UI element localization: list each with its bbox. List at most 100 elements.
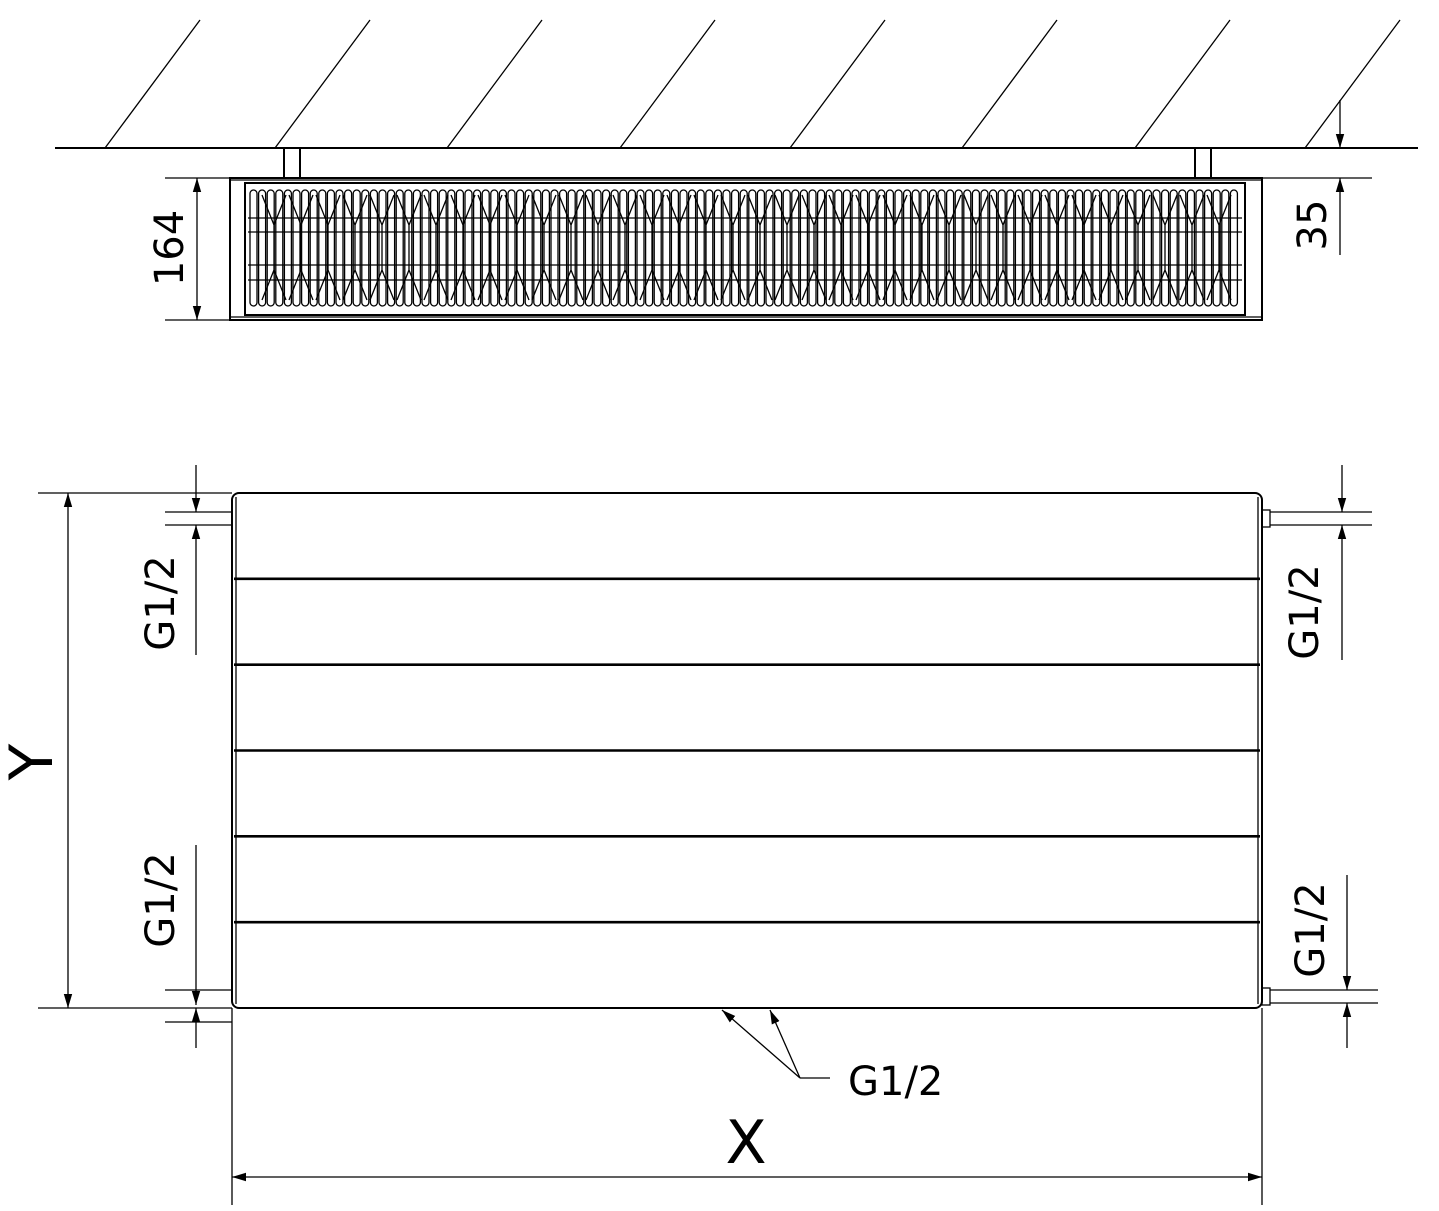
fin — [1092, 189, 1101, 307]
fin — [1160, 189, 1170, 307]
left-top-connection-label: G1/2 — [138, 555, 184, 650]
radiator-front-view — [231, 492, 1271, 1009]
fin — [980, 189, 989, 307]
fin — [945, 189, 955, 307]
fin — [1006, 189, 1015, 307]
fin-cross — [369, 194, 395, 301]
fin — [894, 189, 903, 307]
fin-cross — [828, 194, 854, 301]
fin — [963, 189, 972, 307]
wall — [55, 19, 1418, 149]
fin-cross — [936, 194, 962, 301]
fin — [533, 189, 542, 307]
fin — [386, 189, 396, 307]
fin-cross — [477, 194, 503, 301]
fin — [472, 189, 482, 307]
fin-cross — [855, 194, 881, 301]
fin-cross — [315, 194, 341, 301]
fin — [421, 189, 430, 307]
fin — [619, 189, 628, 307]
hatch-line — [104, 19, 201, 149]
radiator-top-view — [229, 177, 1263, 321]
fin — [988, 189, 998, 307]
fin — [920, 189, 929, 307]
left-bottom-connection-label: G1/2 — [138, 852, 184, 947]
fin — [1074, 189, 1084, 307]
fin-cross — [693, 194, 719, 301]
right-bottom-connection-label: G1/2 — [1288, 882, 1334, 977]
fin — [756, 189, 766, 307]
fin — [696, 189, 705, 307]
fin — [318, 189, 327, 307]
fin — [1023, 189, 1032, 307]
fin — [361, 189, 370, 307]
depth-label: 164 — [147, 210, 193, 286]
fin — [352, 189, 361, 307]
wall-brackets — [283, 147, 1212, 179]
fin — [610, 189, 619, 307]
convector-fins — [249, 189, 1239, 307]
fin — [1143, 189, 1153, 307]
hatch-line — [961, 19, 1058, 149]
fin — [739, 189, 748, 307]
fin-cross — [747, 194, 773, 301]
fin-cross — [774, 194, 800, 301]
fin-cross — [1071, 194, 1097, 301]
fin — [481, 189, 490, 307]
fin — [902, 189, 912, 307]
fin — [275, 189, 284, 307]
fin — [765, 189, 774, 307]
fin — [524, 189, 533, 307]
fin — [584, 189, 594, 307]
fin — [816, 189, 826, 307]
left-bottom-connection-dimension: G1/2 — [138, 845, 232, 1048]
fin — [309, 189, 318, 307]
fin — [1040, 189, 1049, 307]
fin — [335, 189, 344, 307]
fin — [1066, 189, 1075, 307]
fin — [971, 189, 981, 307]
fin-cross — [585, 194, 611, 301]
width-label: X — [725, 1108, 766, 1178]
wall-offset-label: 35 — [1290, 200, 1336, 251]
fin — [412, 189, 422, 307]
fin — [713, 189, 723, 307]
fin-cross — [288, 194, 314, 301]
fin-cross — [801, 194, 827, 301]
fin — [748, 189, 757, 307]
fin — [653, 189, 662, 307]
fin-cross — [504, 194, 530, 301]
fin — [1135, 189, 1144, 307]
fin — [834, 189, 843, 307]
fin — [1083, 189, 1092, 307]
right-top-connection-dimension: G1/2 — [1270, 465, 1372, 660]
fin — [1100, 189, 1110, 307]
fin-cross — [1098, 194, 1124, 301]
fin — [567, 189, 576, 307]
fin — [541, 189, 551, 307]
fin-cross — [720, 194, 746, 301]
fin — [447, 189, 456, 307]
fin — [438, 189, 447, 307]
fin — [791, 189, 800, 307]
fin-cross — [423, 194, 449, 301]
right-bottom-connection-dimension: G1/2 — [1270, 875, 1378, 1048]
fin-cross — [342, 194, 368, 301]
fin — [1212, 189, 1221, 307]
fin — [722, 189, 731, 307]
fin-cross — [531, 194, 557, 301]
fin-cross — [882, 194, 908, 301]
fin — [249, 189, 258, 307]
fin-cross — [450, 194, 476, 301]
fin — [627, 189, 637, 307]
left-top-connection-dimension: G1/2 — [138, 465, 232, 655]
fin — [283, 189, 293, 307]
fin — [1152, 189, 1161, 307]
fin — [782, 189, 791, 307]
fin — [730, 189, 740, 307]
fin — [773, 189, 783, 307]
fin-cross — [909, 194, 935, 301]
fin — [1031, 189, 1041, 307]
fin — [1109, 189, 1118, 307]
